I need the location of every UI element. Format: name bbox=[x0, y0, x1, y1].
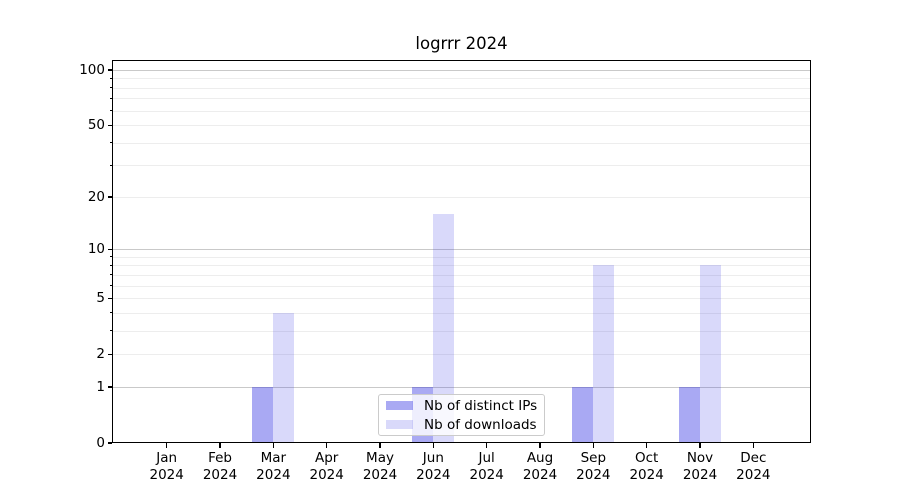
y-axis-tick-label: 10 bbox=[87, 241, 105, 258]
legend-entry-distinct-ips: Nb of distinct IPs bbox=[386, 397, 537, 414]
year-label: 2024 bbox=[469, 466, 504, 483]
x-axis-tick bbox=[486, 443, 488, 448]
legend-label-downloads: Nb of downloads bbox=[424, 416, 537, 433]
year-label: 2024 bbox=[149, 466, 184, 483]
year-label: 2024 bbox=[202, 466, 238, 483]
minor-gridline bbox=[112, 98, 811, 100]
x-axis-tick-label: Apr 2024 bbox=[299, 450, 355, 483]
x-axis-tick bbox=[592, 443, 594, 448]
legend-swatch-distinct-ips-icon bbox=[386, 401, 413, 410]
minor-gridline bbox=[112, 78, 811, 80]
y-axis-tick-label: 1 bbox=[96, 378, 105, 395]
major-gridline bbox=[112, 70, 811, 71]
minor-gridline bbox=[112, 285, 811, 287]
x-axis-tick-label: Jan 2024 bbox=[139, 450, 195, 483]
minor-gridline bbox=[112, 125, 811, 127]
year-label: 2024 bbox=[576, 466, 611, 483]
minor-gridline bbox=[112, 110, 811, 112]
minor-gridline bbox=[112, 256, 811, 258]
x-axis-tick bbox=[326, 443, 328, 448]
x-axis-tick-label: Sep 2024 bbox=[565, 450, 621, 483]
minor-gridline bbox=[112, 330, 811, 332]
month-label: Oct bbox=[634, 450, 659, 466]
month-label: Feb bbox=[208, 450, 232, 466]
minor-gridline bbox=[112, 165, 811, 167]
x-axis-tick bbox=[379, 443, 381, 448]
minor-gridline bbox=[112, 196, 811, 198]
x-axis-tick-label: May 2024 bbox=[352, 450, 408, 483]
year-label: 2024 bbox=[362, 466, 398, 483]
plot-area bbox=[112, 60, 811, 443]
x-axis-tick bbox=[272, 443, 274, 448]
major-gridline bbox=[112, 386, 811, 388]
legend-swatch-downloads-icon bbox=[386, 420, 413, 429]
minor-gridline bbox=[112, 298, 811, 300]
y-axis-tick-label: 0 bbox=[96, 435, 105, 451]
year-label: 2024 bbox=[309, 466, 344, 483]
minor-gridline bbox=[112, 354, 811, 356]
x-axis-tick bbox=[752, 443, 754, 448]
bar-downloads bbox=[593, 265, 615, 443]
y-axis-tick-label: 2 bbox=[96, 346, 105, 363]
year-label: 2024 bbox=[256, 466, 291, 483]
x-axis-tick-label: Jun 2024 bbox=[405, 450, 461, 483]
bar-downloads bbox=[273, 312, 295, 443]
bar-distinct-ips bbox=[679, 386, 700, 443]
x-axis-tick bbox=[219, 443, 221, 448]
minor-gridline bbox=[112, 142, 811, 144]
month-label: Apr bbox=[315, 450, 339, 466]
x-axis-tick-label: Jul 2024 bbox=[459, 450, 515, 483]
bar-distinct-ips bbox=[252, 386, 274, 443]
bar-downloads bbox=[700, 265, 721, 443]
year-label: 2024 bbox=[629, 466, 664, 483]
month-label: Jul bbox=[478, 450, 495, 466]
legend-label-distinct-ips: Nb of distinct IPs bbox=[424, 397, 538, 414]
month-label: Jun bbox=[422, 450, 444, 466]
y-axis-tick-label: 50 bbox=[87, 117, 105, 134]
bar-downloads bbox=[433, 214, 455, 443]
month-label: Mar bbox=[260, 450, 287, 466]
month-label: Sep bbox=[580, 450, 607, 466]
minor-gridline bbox=[112, 87, 811, 89]
year-label: 2024 bbox=[522, 466, 558, 483]
x-axis-tick-label: Feb 2024 bbox=[192, 450, 248, 483]
x-axis-tick bbox=[646, 443, 648, 448]
x-axis-tick bbox=[699, 443, 701, 448]
x-axis-tick-label: Dec 2024 bbox=[725, 450, 781, 483]
major-gridline bbox=[112, 249, 811, 251]
legend: Nb of distinct IPs Nb of downloads bbox=[378, 394, 545, 436]
chart-title: logrrr 2024 bbox=[415, 34, 508, 53]
x-axis-tick bbox=[432, 443, 434, 448]
x-axis-tick-label: Oct 2024 bbox=[619, 450, 675, 483]
bar-distinct-ips bbox=[572, 386, 594, 443]
x-axis-tick bbox=[539, 443, 541, 448]
month-label: Dec bbox=[740, 450, 767, 466]
year-label: 2024 bbox=[416, 466, 451, 483]
month-label: Aug bbox=[526, 450, 554, 466]
y-axis-tick-label: 5 bbox=[96, 290, 105, 307]
x-axis-tick-label: Nov 2024 bbox=[672, 450, 728, 483]
minor-gridline bbox=[112, 274, 811, 276]
x-axis-tick-label: Aug 2024 bbox=[512, 450, 568, 483]
month-label: May bbox=[366, 450, 394, 466]
minor-gridline bbox=[112, 312, 811, 314]
month-label: Jan bbox=[156, 450, 178, 466]
minor-gridline bbox=[112, 265, 811, 267]
year-label: 2024 bbox=[736, 466, 771, 483]
month-label: Nov bbox=[686, 450, 714, 466]
x-axis-tick bbox=[166, 443, 168, 448]
y-axis-tick-label: 20 bbox=[87, 188, 105, 205]
x-axis-tick-label: Mar 2024 bbox=[245, 450, 301, 483]
year-label: 2024 bbox=[682, 466, 718, 483]
y-axis-tick-label: 100 bbox=[79, 62, 105, 78]
legend-entry-downloads: Nb of downloads bbox=[386, 416, 537, 433]
